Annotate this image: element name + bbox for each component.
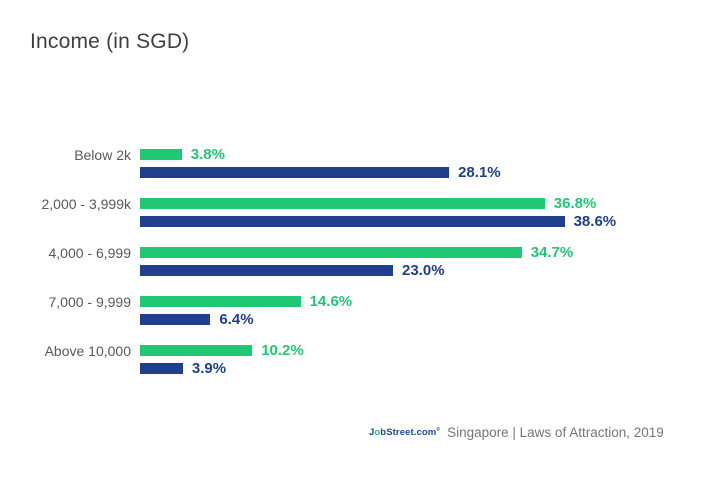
value-label: 10.2%: [261, 342, 304, 359]
chart-row: 2,000 - 3,999k 36.8% 38.6%: [0, 195, 617, 230]
registered-mark-icon: ®: [436, 426, 441, 433]
logo-text-j: J: [369, 427, 375, 439]
bar-line-green: 4,000 - 6,999 34.7%: [0, 244, 616, 261]
value-label: 14.6%: [309, 293, 353, 310]
bar-line-blue: 6.4%: [0, 311, 616, 328]
source-footer: JobStreet.com® Singapore | Laws of Attra…: [369, 425, 664, 440]
chart-row: 4,000 - 6,999 34.7% 23.0%: [0, 244, 616, 279]
value-label: 3.8%: [190, 146, 225, 163]
value-label: 23.0%: [402, 262, 445, 279]
chart-title: Income (in SGD): [30, 30, 190, 53]
bar-blue: [140, 216, 565, 227]
category-label: Above 10,000: [44, 342, 131, 359]
chart-row: Below 2k 3.8% 28.1%: [0, 146, 616, 181]
chart-row: Above 10,000 10.2% 3.9%: [0, 342, 616, 377]
bar-line-green: 2,000 - 3,999k 36.8%: [0, 195, 616, 212]
value-label: 28.1%: [458, 164, 501, 181]
value-label: 36.8%: [553, 195, 597, 212]
bar-blue: [140, 314, 211, 325]
bar-green: [140, 345, 253, 356]
bar-line-blue: 28.1%: [0, 164, 616, 181]
bar-blue: [140, 363, 183, 374]
source-text: Singapore | Laws of Attraction, 2019: [447, 425, 664, 440]
value-label: 34.7%: [530, 244, 574, 261]
bar-chart: Below 2k 3.8% 28.1% 2,000 - 3,999k 36.8% 38.6…: [0, 146, 617, 394]
bar-line-green: Below 2k 3.8%: [0, 146, 616, 163]
bar-line-green: 7,000 - 9,999 14.6%: [0, 293, 616, 310]
bar-line-green: Above 10,000 10.2%: [0, 342, 616, 359]
value-label: 3.9%: [191, 360, 227, 377]
value-label: 38.6%: [573, 213, 617, 230]
bar-blue: [140, 167, 450, 178]
chart-row: 7,000 - 9,999 14.6% 6.4%: [0, 293, 616, 328]
bar-line-blue: 3.9%: [0, 360, 616, 377]
category-label: 4,000 - 6,999: [48, 244, 131, 261]
bar-green: [140, 296, 301, 307]
bar-blue: [140, 265, 393, 276]
bar-green: [140, 149, 182, 160]
logo-text-rest: bStreet.com: [380, 427, 437, 439]
jobstreet-logo: JobStreet.com®: [369, 427, 440, 438]
bar-green: [140, 247, 522, 258]
category-label: Below 2k: [74, 146, 131, 163]
category-label: 2,000 - 3,999k: [41, 195, 131, 212]
category-label: 7,000 - 9,999: [48, 293, 131, 310]
value-label: 6.4%: [219, 311, 254, 328]
bar-line-blue: 23.0%: [0, 262, 616, 279]
logo-text-o: o: [374, 427, 381, 439]
bar-line-blue: 38.6%: [0, 213, 617, 230]
bar-green: [140, 198, 545, 209]
